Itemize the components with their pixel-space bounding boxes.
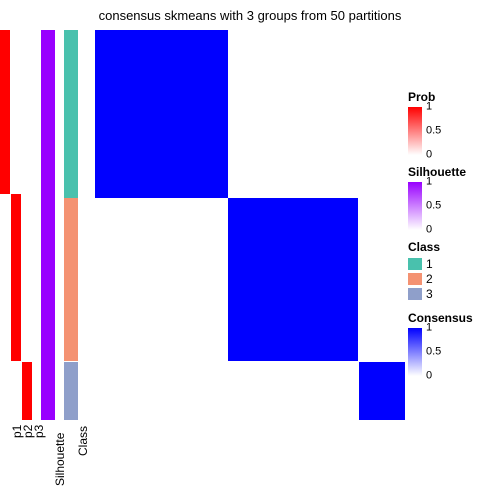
annot-col-class [64, 30, 78, 420]
legend-consensus: Consensus10.50 [408, 311, 498, 376]
legend-panel: Prob10.50 Silhouette10.50 Class123 Consensu… [408, 90, 498, 386]
annotation-tracks: p1p2p3SilhouetteClass [0, 30, 95, 420]
consensus-heatmap [95, 30, 405, 420]
legend-silhouette: Silhouette10.50 [408, 165, 498, 230]
heatmap-block-3 [359, 362, 406, 421]
annot-col-p2 [11, 30, 21, 420]
annot-col-silhouette [41, 30, 55, 420]
plot-title: consensus skmeans with 3 groups from 50 … [50, 8, 450, 23]
annot-label-p3: p3 [32, 425, 46, 438]
annot-label-class: Class [76, 426, 90, 456]
annot-col-p3 [22, 30, 32, 420]
annot-label-silhouette: Silhouette [53, 433, 67, 486]
heatmap-block-1 [95, 30, 228, 198]
legend-class: Class123 [408, 240, 498, 301]
annot-col-p1 [0, 30, 10, 420]
heatmap-block-2 [228, 198, 358, 362]
legend-prob: Prob10.50 [408, 90, 498, 155]
